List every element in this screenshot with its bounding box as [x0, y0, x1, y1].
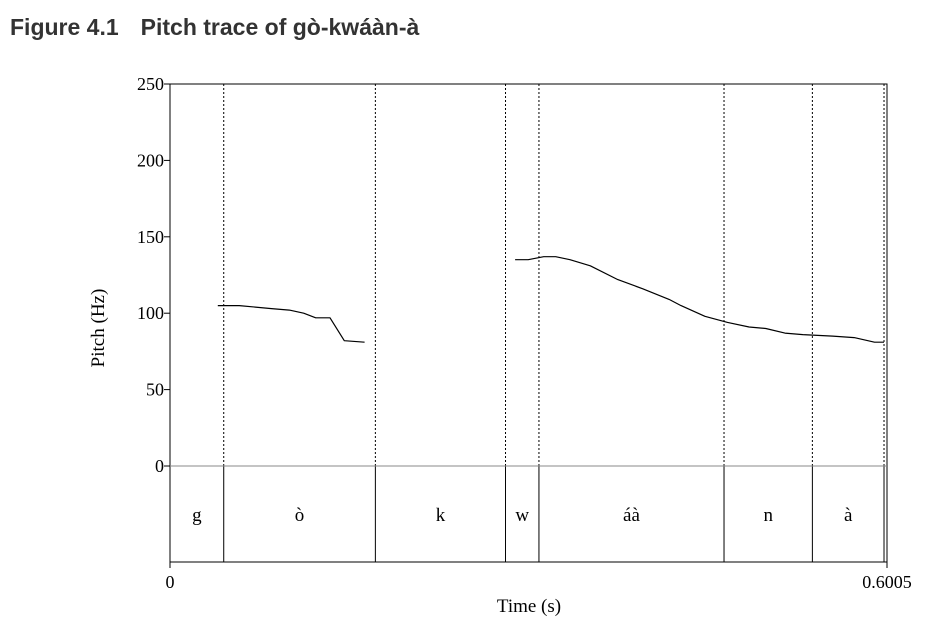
y-tick-label: 0 — [155, 456, 164, 476]
x-axis-label: Time (s) — [497, 596, 561, 617]
segment-label: ò — [295, 505, 305, 526]
pitch-trace-line — [515, 256, 884, 343]
segment-label: g — [192, 505, 202, 526]
x-tick-label: 0.6005 — [862, 572, 912, 592]
pitch-traces — [217, 256, 884, 343]
y-tick-label: 50 — [146, 380, 164, 400]
y-axis: 0 50 100 150 200 250 — [137, 74, 170, 476]
segment-label: n — [763, 505, 773, 526]
figure-caption: Pitch trace of gò-kwáàn-à — [140, 14, 420, 40]
y-tick-label: 150 — [137, 227, 164, 247]
segment-labels: g ò k w áà n à — [192, 505, 853, 526]
figure-number: Figure 4.1 — [10, 14, 119, 40]
y-tick-label: 100 — [137, 303, 164, 323]
y-tick-label: 250 — [137, 74, 164, 94]
segment-label: áà — [623, 505, 640, 526]
segment-boundaries — [223, 84, 885, 562]
y-axis-label: Pitch (Hz) — [88, 289, 109, 368]
y-tick-label: 200 — [137, 150, 164, 170]
figure-title: Figure 4.1 Pitch trace of gò-kwáàn-à — [10, 14, 419, 41]
x-tick-label: 0 — [166, 572, 175, 592]
segment-label: à — [844, 505, 853, 526]
segment-label: k — [436, 505, 446, 526]
plot-border — [169, 83, 888, 563]
x-axis: 0 0.6005 — [166, 562, 912, 592]
segment-label: w — [515, 505, 529, 526]
plot-frame — [169, 83, 888, 563]
pitch-trace-line — [217, 305, 365, 343]
